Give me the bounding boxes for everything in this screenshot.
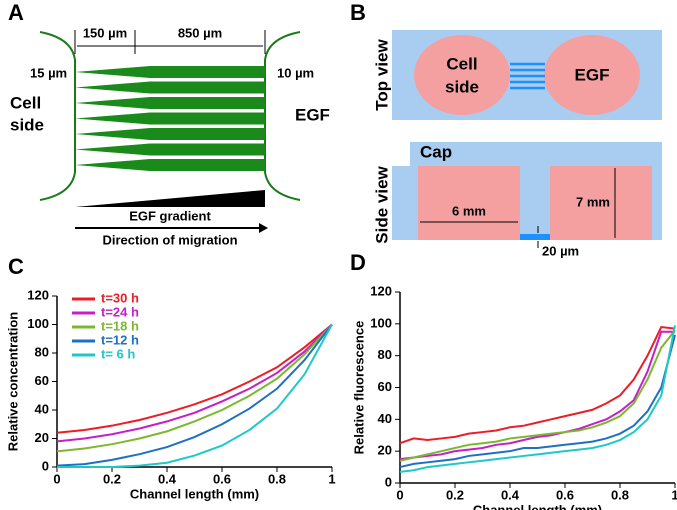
- side-label: Cell: [10, 93, 41, 112]
- x-axis-label: Channel length (mm): [130, 486, 259, 501]
- x-tick-label: 0.4: [158, 471, 177, 486]
- data-line: [56, 323, 333, 443]
- well-label: Cell: [446, 54, 477, 73]
- view-label: Side view: [372, 165, 391, 243]
- x-tick-label: 0.8: [268, 471, 286, 486]
- side-label: side: [10, 115, 44, 134]
- data-line: [399, 325, 676, 445]
- channel: [75, 81, 265, 94]
- x-tick-label: 1: [671, 487, 677, 502]
- y-tick-label: 20: [378, 443, 392, 458]
- x-tick-label: 0.6: [213, 471, 231, 486]
- well: [414, 35, 510, 115]
- cap: [410, 142, 662, 166]
- y-tick-label: 60: [378, 379, 392, 394]
- panel-label: B: [350, 0, 366, 25]
- legend-label: t=30 h: [101, 290, 139, 305]
- panel-label: D: [350, 250, 366, 275]
- data-line: [399, 330, 675, 461]
- x-tick-label: 0.8: [611, 487, 629, 502]
- y-axis-label: Relative fluorescence: [351, 321, 366, 455]
- legend-label: t=12 h: [101, 332, 139, 347]
- well-label: EGF: [575, 65, 610, 84]
- data-line: [56, 323, 333, 434]
- x-axis-label: Channel length (mm): [473, 502, 602, 510]
- x-tick-label: 0: [396, 487, 403, 502]
- arrow-head: [259, 223, 268, 233]
- view-label: Top view: [372, 38, 391, 110]
- y-tick-label: 60: [35, 373, 49, 388]
- y-tick-label: 120: [370, 283, 392, 298]
- panel-label: A: [8, 0, 24, 25]
- dim-label: 7 mm: [576, 194, 610, 209]
- channel: [75, 143, 265, 156]
- channel: [75, 128, 265, 140]
- gradient-wedge: [75, 190, 265, 207]
- dim-label: 10 µm: [277, 65, 314, 80]
- x-tick-label: 0: [53, 471, 60, 486]
- well: [544, 35, 640, 115]
- well-label: side: [445, 77, 479, 96]
- microchannel: [520, 234, 550, 240]
- y-tick-label: 0: [385, 474, 392, 489]
- migration-label: Direction of migration: [102, 232, 237, 247]
- x-tick-label: 0.2: [103, 471, 121, 486]
- channels: [75, 66, 265, 171]
- data-line: [399, 329, 676, 462]
- y-tick-label: 100: [370, 315, 392, 330]
- y-tick-label: 0: [42, 458, 49, 473]
- cap-label: Cap: [420, 142, 452, 161]
- dim-label: 15 µm: [30, 65, 67, 80]
- dim-label: 20 µm: [542, 243, 579, 258]
- channel: [75, 159, 265, 171]
- well: [418, 166, 520, 240]
- y-tick-label: 120: [27, 287, 49, 302]
- y-tick-label: 80: [378, 347, 392, 362]
- channel: [75, 66, 265, 78]
- y-tick-label: 80: [35, 344, 49, 359]
- x-tick-label: 0.2: [446, 487, 464, 502]
- dim-label: 850 µm: [178, 25, 222, 40]
- dim-label: 150 µm: [83, 25, 127, 40]
- data-line: [399, 334, 676, 469]
- y-tick-label: 40: [378, 411, 392, 426]
- dim-label: 6 mm: [452, 203, 486, 218]
- y-tick-label: 20: [35, 430, 49, 445]
- reservoir-wall: [39, 31, 76, 201]
- channel: [75, 97, 265, 109]
- panel-b: B Top view Cell side EGF Side view Cap 6…: [350, 0, 662, 258]
- y-tick-label: 100: [27, 316, 49, 331]
- data-line: [399, 325, 676, 473]
- data-line: [57, 324, 333, 468]
- microchannels: [510, 62, 545, 90]
- legend-label: t= 6 h: [101, 346, 135, 361]
- gradient-label: EGF gradient: [129, 208, 211, 223]
- side-label: EGF: [295, 105, 330, 124]
- well: [550, 166, 652, 240]
- legend-label: t=24 h: [101, 304, 139, 319]
- y-axis-label: Relative concentration: [5, 312, 20, 451]
- x-tick-label: 1: [328, 471, 335, 486]
- panel-a: A 150 µm 850 µm 15 µm 10 µm Cell side EG…: [8, 0, 330, 247]
- x-tick-label: 0.6: [556, 487, 574, 502]
- panel-label: C: [8, 254, 24, 279]
- channel: [75, 112, 265, 125]
- data-line: [56, 323, 333, 453]
- data-line: [56, 323, 333, 467]
- y-tick-label: 40: [35, 401, 49, 416]
- legend-label: t=18 h: [101, 318, 139, 333]
- x-tick-label: 0.4: [501, 487, 520, 502]
